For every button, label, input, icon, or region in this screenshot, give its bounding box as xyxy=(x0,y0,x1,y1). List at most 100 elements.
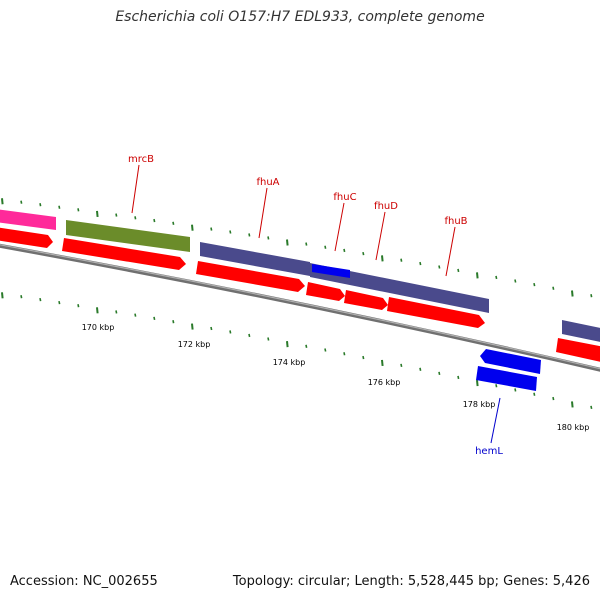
minor-tick xyxy=(153,218,156,223)
gene-arrow xyxy=(344,290,388,310)
gene-label-fhuC: fhuC xyxy=(333,192,356,203)
minor-tick xyxy=(438,371,441,376)
minor-tick xyxy=(305,242,308,246)
cds-blue-fhuC xyxy=(312,264,350,278)
minor-tick xyxy=(153,316,156,321)
scale-label: 172 kbp xyxy=(178,340,211,349)
major-tick xyxy=(1,292,4,299)
gene-labels: mrcB fhuA fhuC fhuD fhuB hemL xyxy=(128,154,503,457)
minor-tick xyxy=(457,375,460,380)
gene-arrow xyxy=(0,227,53,248)
minor-tick xyxy=(267,236,270,240)
major-tick xyxy=(286,341,289,348)
genome-backbone xyxy=(0,243,600,372)
major-tick xyxy=(1,198,4,205)
cds-track-upper xyxy=(0,209,600,342)
minor-tick xyxy=(267,337,270,341)
cds-purple-fhuB xyxy=(310,263,489,313)
genome-backbone-highlight xyxy=(0,244,600,370)
minor-tick xyxy=(248,233,251,237)
minor-tick xyxy=(20,295,23,299)
cds-olive xyxy=(66,220,190,252)
minor-tick xyxy=(514,388,517,392)
minor-tick xyxy=(248,333,251,338)
gene-label-hemL: hemL xyxy=(475,446,503,457)
minor-tick xyxy=(590,294,593,298)
major-tick xyxy=(286,239,289,246)
scale-label: 170 kbp xyxy=(82,323,115,332)
cds-pink xyxy=(0,209,56,230)
major-tick xyxy=(476,272,479,279)
label-leaders xyxy=(131,164,501,444)
gene-arrow xyxy=(306,282,345,301)
reverse-gene-track xyxy=(476,349,541,391)
minor-tick xyxy=(324,348,327,352)
cds-purple-right xyxy=(562,320,600,342)
cds-purple-fhuA xyxy=(200,242,310,276)
upper-tick-row xyxy=(1,198,593,298)
lower-tick-row xyxy=(1,292,593,410)
minor-tick xyxy=(514,279,517,283)
minor-tick xyxy=(229,230,232,234)
minor-tick xyxy=(305,344,308,348)
minor-tick xyxy=(229,330,232,334)
major-tick xyxy=(191,224,194,231)
scale-labels: 170 kbp 172 kbp 174 kbp 176 kbp 178 kbp … xyxy=(82,323,590,432)
minor-tick xyxy=(77,208,80,212)
map-title: Escherichia coli O157:H7 EDL933, complet… xyxy=(115,9,485,25)
gene-label-fhuA: fhuA xyxy=(256,177,279,188)
minor-tick xyxy=(419,261,422,266)
minor-tick xyxy=(362,251,365,256)
gene-arrow-reverse xyxy=(476,366,537,391)
minor-tick xyxy=(400,258,403,262)
major-tick xyxy=(381,359,384,367)
minor-tick xyxy=(134,216,137,220)
gene-label-fhuB: fhuB xyxy=(444,216,467,227)
leader-fhuD xyxy=(375,211,386,261)
minor-tick xyxy=(58,300,61,305)
major-tick xyxy=(96,307,99,314)
gene-arrow xyxy=(556,338,600,362)
minor-tick xyxy=(115,213,118,217)
minor-tick xyxy=(552,286,555,290)
minor-tick xyxy=(20,200,23,204)
major-tick xyxy=(476,379,479,387)
minor-tick xyxy=(362,355,365,360)
accession-text: Accession: NC_002655 xyxy=(10,574,158,589)
minor-tick xyxy=(39,297,42,302)
minor-tick xyxy=(533,282,536,287)
leader-fhuB xyxy=(445,226,456,277)
gene-arrow xyxy=(387,297,485,328)
minor-tick xyxy=(590,405,593,410)
gene-label-mrcB: mrcB xyxy=(128,154,154,165)
major-tick xyxy=(96,210,99,218)
minor-tick xyxy=(115,310,118,314)
minor-tick xyxy=(343,352,346,356)
genome-summary-text: Topology: circular; Length: 5,528,445 bp… xyxy=(232,574,590,589)
scale-label: 180 kbp xyxy=(557,423,590,432)
minor-tick xyxy=(39,203,42,207)
major-tick xyxy=(571,401,574,408)
gene-arrow xyxy=(62,238,186,270)
minor-tick xyxy=(343,248,346,253)
minor-tick xyxy=(400,363,403,368)
scale-label: 178 kbp xyxy=(463,400,496,409)
minor-tick xyxy=(552,396,555,401)
major-tick xyxy=(191,323,194,330)
minor-tick xyxy=(533,392,536,396)
forward-gene-track xyxy=(0,227,600,362)
minor-tick xyxy=(438,265,441,269)
minor-tick xyxy=(210,326,213,331)
leader-fhuC xyxy=(334,202,345,252)
leader-fhuA xyxy=(258,187,268,239)
minor-tick xyxy=(172,221,175,225)
major-tick xyxy=(571,290,574,297)
scale-label: 176 kbp xyxy=(368,378,401,387)
minor-tick xyxy=(172,320,175,324)
minor-tick xyxy=(210,227,213,231)
minor-tick xyxy=(457,268,460,273)
gene-arrow xyxy=(196,261,305,292)
leader-hemL xyxy=(490,397,501,444)
leader-mrcB xyxy=(131,164,140,214)
